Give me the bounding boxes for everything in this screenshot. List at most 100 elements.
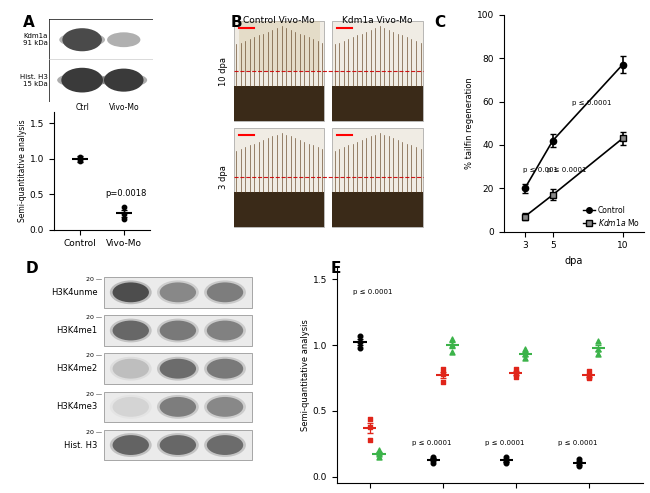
Text: Ctrl: Ctrl xyxy=(75,103,89,111)
Point xyxy=(447,348,458,355)
Ellipse shape xyxy=(110,318,151,343)
Text: p ≤ 0.0001: p ≤ 0.0001 xyxy=(354,289,393,295)
Bar xyxy=(104,391,252,422)
Bar xyxy=(239,21,320,71)
Ellipse shape xyxy=(112,397,149,417)
Text: p ≤ 0.0001: p ≤ 0.0001 xyxy=(572,100,612,106)
Ellipse shape xyxy=(204,281,246,304)
Point xyxy=(374,450,384,458)
Ellipse shape xyxy=(160,320,196,341)
Point xyxy=(520,351,530,358)
Bar xyxy=(234,86,324,121)
Ellipse shape xyxy=(110,433,151,457)
Ellipse shape xyxy=(204,433,246,457)
Text: Uninjured: Uninjured xyxy=(95,492,131,493)
Text: 20 —: 20 — xyxy=(86,277,102,282)
Point xyxy=(574,459,584,467)
Ellipse shape xyxy=(160,282,196,302)
Point xyxy=(510,373,521,381)
Ellipse shape xyxy=(204,318,246,343)
Point xyxy=(501,459,512,467)
Point xyxy=(428,456,438,463)
Point xyxy=(355,344,365,352)
Text: p ≤ 0.001: p ≤ 0.001 xyxy=(523,167,558,173)
Text: Control Vivo-Mo: Control Vivo-Mo xyxy=(244,16,315,25)
Ellipse shape xyxy=(160,397,196,417)
Text: C: C xyxy=(434,15,445,30)
Bar xyxy=(104,353,252,384)
Bar xyxy=(104,315,252,346)
Ellipse shape xyxy=(207,359,243,379)
Ellipse shape xyxy=(112,359,149,379)
Y-axis label: Semi-quantitative analysis: Semi-quantitative analysis xyxy=(301,319,310,430)
Point xyxy=(510,370,521,378)
Bar xyxy=(234,21,324,121)
Point xyxy=(355,339,365,347)
Ellipse shape xyxy=(110,281,151,304)
Point xyxy=(428,459,438,467)
Point xyxy=(574,462,584,470)
Ellipse shape xyxy=(207,397,243,417)
Text: 10 dpa: 10 dpa xyxy=(219,57,228,86)
Ellipse shape xyxy=(112,435,149,455)
Point xyxy=(584,367,594,375)
Text: 20 —: 20 — xyxy=(86,315,102,320)
Ellipse shape xyxy=(204,395,246,419)
Point xyxy=(501,457,512,465)
Text: 5 dpa: 5 dpa xyxy=(155,492,178,493)
Ellipse shape xyxy=(204,357,246,381)
Point xyxy=(593,337,603,345)
Bar xyxy=(104,430,252,460)
Bar xyxy=(332,128,423,227)
X-axis label: dpa: dpa xyxy=(565,256,583,266)
Text: E: E xyxy=(330,261,341,276)
Ellipse shape xyxy=(110,357,151,381)
Bar xyxy=(332,21,423,121)
Legend: Control, $Kdm1a$ Mo: Control, $Kdm1a$ Mo xyxy=(583,206,640,228)
Ellipse shape xyxy=(157,281,199,304)
Ellipse shape xyxy=(110,395,151,419)
Bar xyxy=(234,128,324,227)
Text: H3K4me1: H3K4me1 xyxy=(56,326,98,335)
Point xyxy=(584,373,594,381)
Point xyxy=(593,345,603,353)
Point xyxy=(355,332,365,340)
Point xyxy=(447,335,458,343)
Point xyxy=(365,423,375,430)
Point xyxy=(437,378,448,386)
Text: A: A xyxy=(23,15,34,30)
Point xyxy=(374,446,384,454)
Bar xyxy=(104,277,252,308)
Text: p ≤ 0.0001: p ≤ 0.0001 xyxy=(412,440,451,446)
Bar xyxy=(332,192,423,227)
Point xyxy=(501,453,512,461)
Text: H3K4me2: H3K4me2 xyxy=(56,364,98,373)
Text: p ≤ 0.0001: p ≤ 0.0001 xyxy=(547,167,587,173)
Ellipse shape xyxy=(160,435,196,455)
Text: p ≤ 0.0001: p ≤ 0.0001 xyxy=(485,440,525,446)
Ellipse shape xyxy=(207,282,243,302)
Point xyxy=(510,365,521,373)
Text: 20 —: 20 — xyxy=(86,430,102,435)
Text: Kdm1a
91 kDa: Kdm1a 91 kDa xyxy=(23,33,47,46)
Text: p ≤ 0.0001: p ≤ 0.0001 xyxy=(558,440,597,446)
Point xyxy=(374,453,384,461)
Text: Hist. H3
15 kDa: Hist. H3 15 kDa xyxy=(20,74,47,87)
Y-axis label: % tailfin regeneration: % tailfin regeneration xyxy=(465,77,474,169)
Text: 20 —: 20 — xyxy=(86,353,102,358)
Point xyxy=(365,415,375,423)
Text: Hist. H3: Hist. H3 xyxy=(64,441,98,450)
Ellipse shape xyxy=(207,435,243,455)
Point xyxy=(520,345,530,353)
Point xyxy=(428,453,438,461)
Ellipse shape xyxy=(207,320,243,341)
Text: H3K4me3: H3K4me3 xyxy=(56,402,98,411)
Ellipse shape xyxy=(157,357,199,381)
Point xyxy=(437,370,448,378)
Ellipse shape xyxy=(112,320,149,341)
Text: 20 —: 20 — xyxy=(86,391,102,396)
Bar xyxy=(332,86,423,121)
Ellipse shape xyxy=(160,359,196,379)
Point xyxy=(593,351,603,358)
Point xyxy=(574,456,584,463)
